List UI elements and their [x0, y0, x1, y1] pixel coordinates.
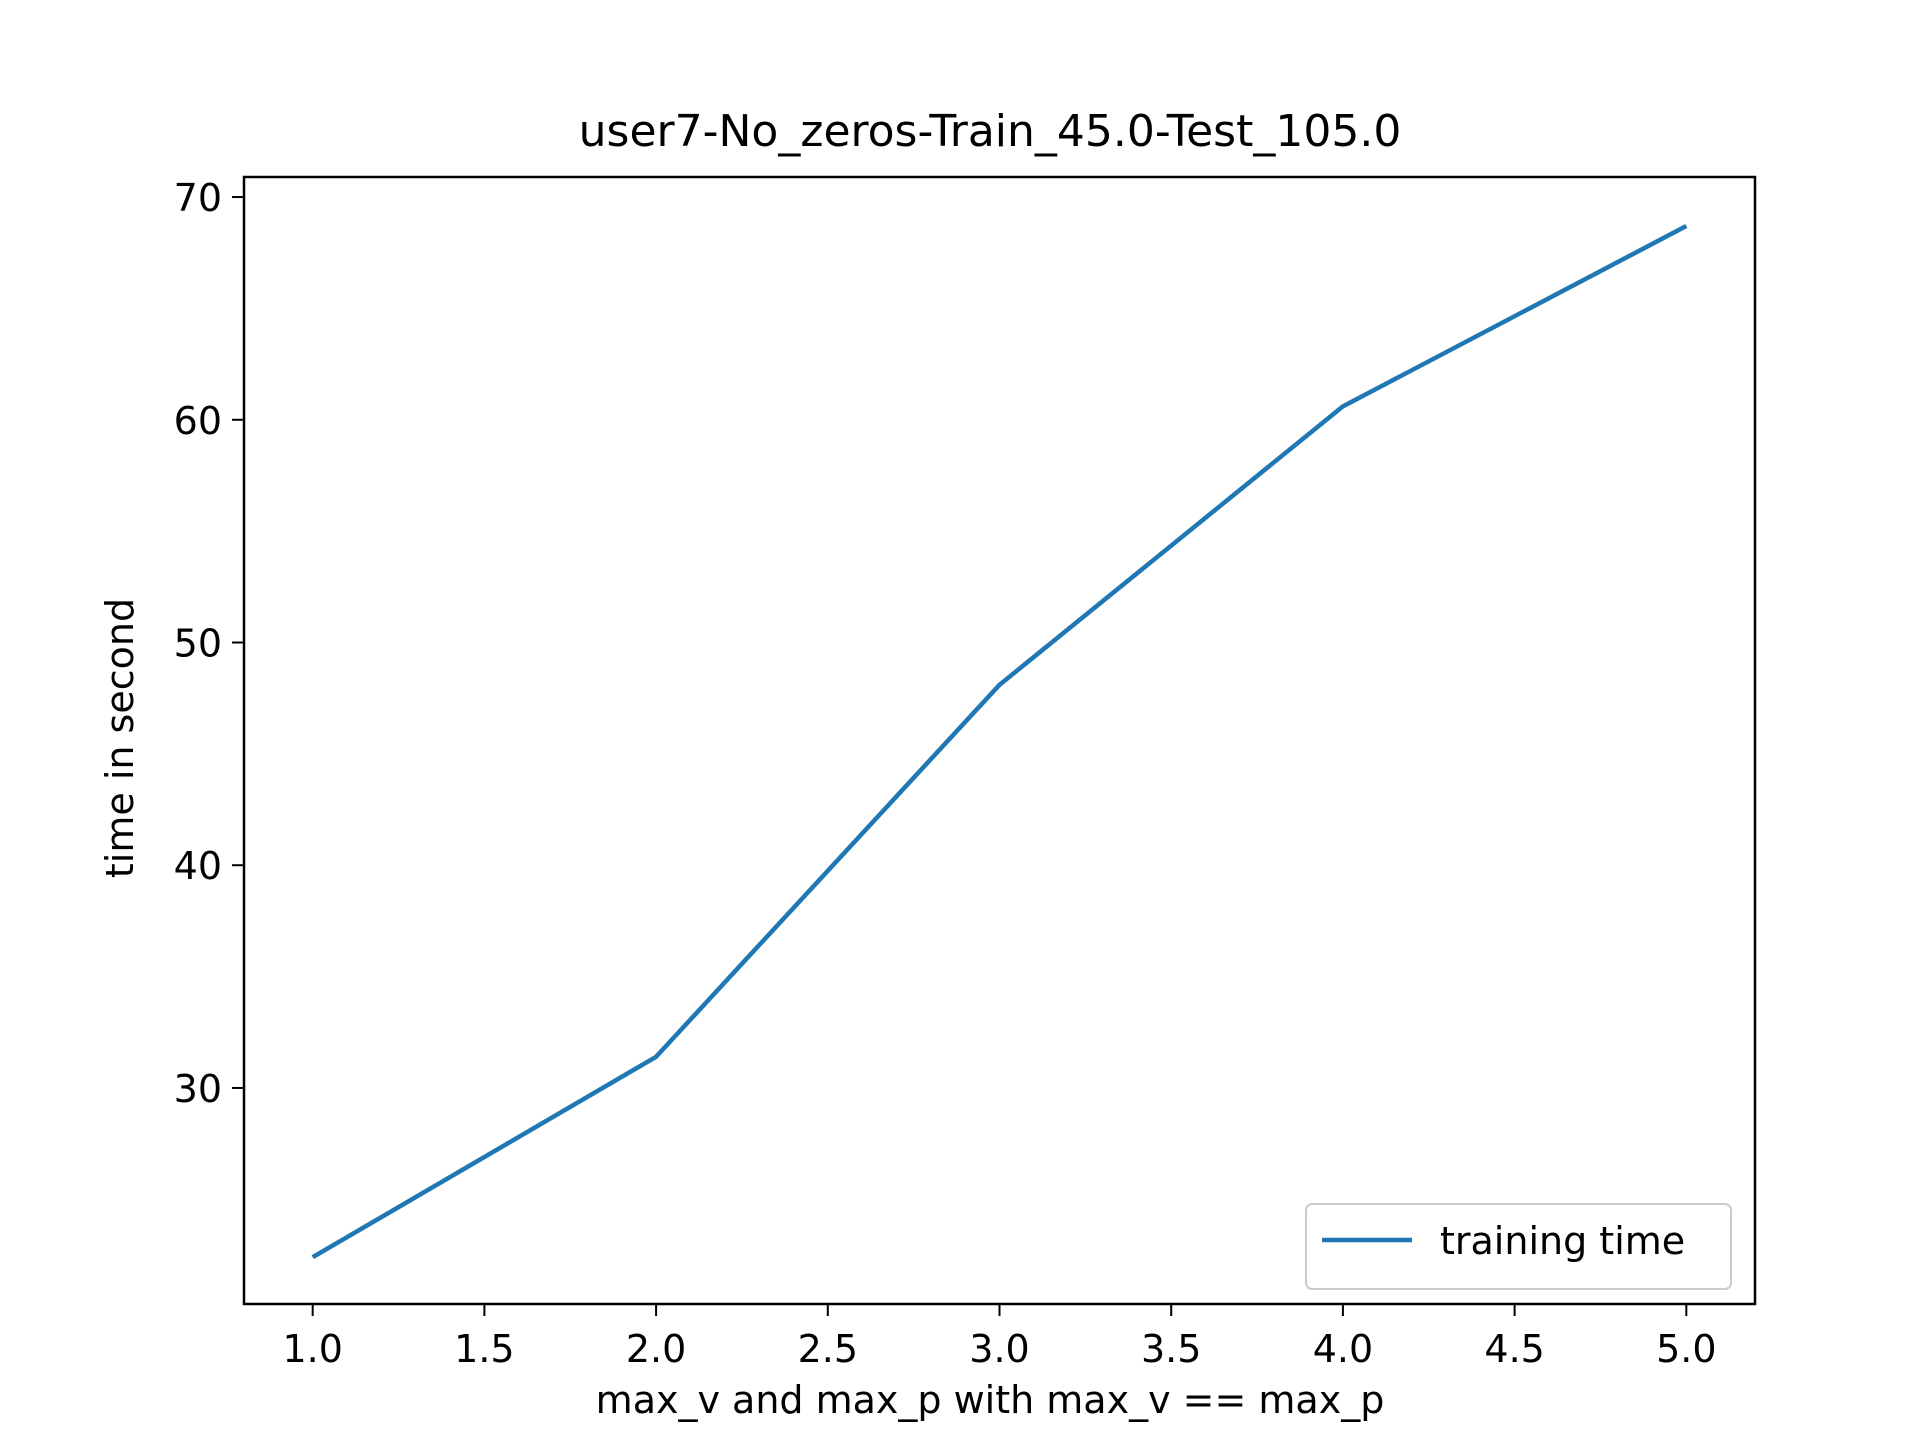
series-line — [311, 224, 1688, 1260]
x-tick-label: 2.5 — [798, 1327, 858, 1371]
y-axis-label: time in second — [98, 598, 142, 878]
axes-frame — [242, 175, 1757, 1306]
y-tick-label: 40 — [174, 844, 222, 888]
x-tick-label: 1.0 — [282, 1327, 342, 1371]
y-tick-label: 50 — [174, 622, 222, 666]
plot-area: 1.0 1.5 2.0 2.5 3.0 3.5 4.0 4.5 5.0 30 40 50 60 70 — [174, 175, 1757, 1371]
x-tick-label: 5.0 — [1656, 1327, 1716, 1371]
x-tick-label: 4.5 — [1484, 1327, 1544, 1371]
x-axis-label: max_v and max_p with max_v == max_p — [596, 1378, 1385, 1422]
x-tick-label: 1.5 — [454, 1327, 514, 1371]
chart-title: user7-No_zeros-Train_45.0-Test_105.0 — [579, 106, 1402, 157]
legend-box — [1305, 1203, 1732, 1290]
y-tick-label: 60 — [174, 399, 222, 443]
legend: training time — [1305, 1203, 1732, 1290]
y-tick-label: 70 — [174, 176, 222, 220]
y-tick-label: 30 — [174, 1067, 222, 1111]
x-tick-label: 3.5 — [1141, 1327, 1201, 1371]
plot-background — [244, 177, 1755, 1304]
legend-label: training time — [1440, 1219, 1685, 1263]
x-tick-label: 2.0 — [626, 1327, 686, 1371]
x-tick-label: 4.0 — [1313, 1327, 1373, 1371]
x-tick-label: 3.0 — [969, 1327, 1029, 1371]
